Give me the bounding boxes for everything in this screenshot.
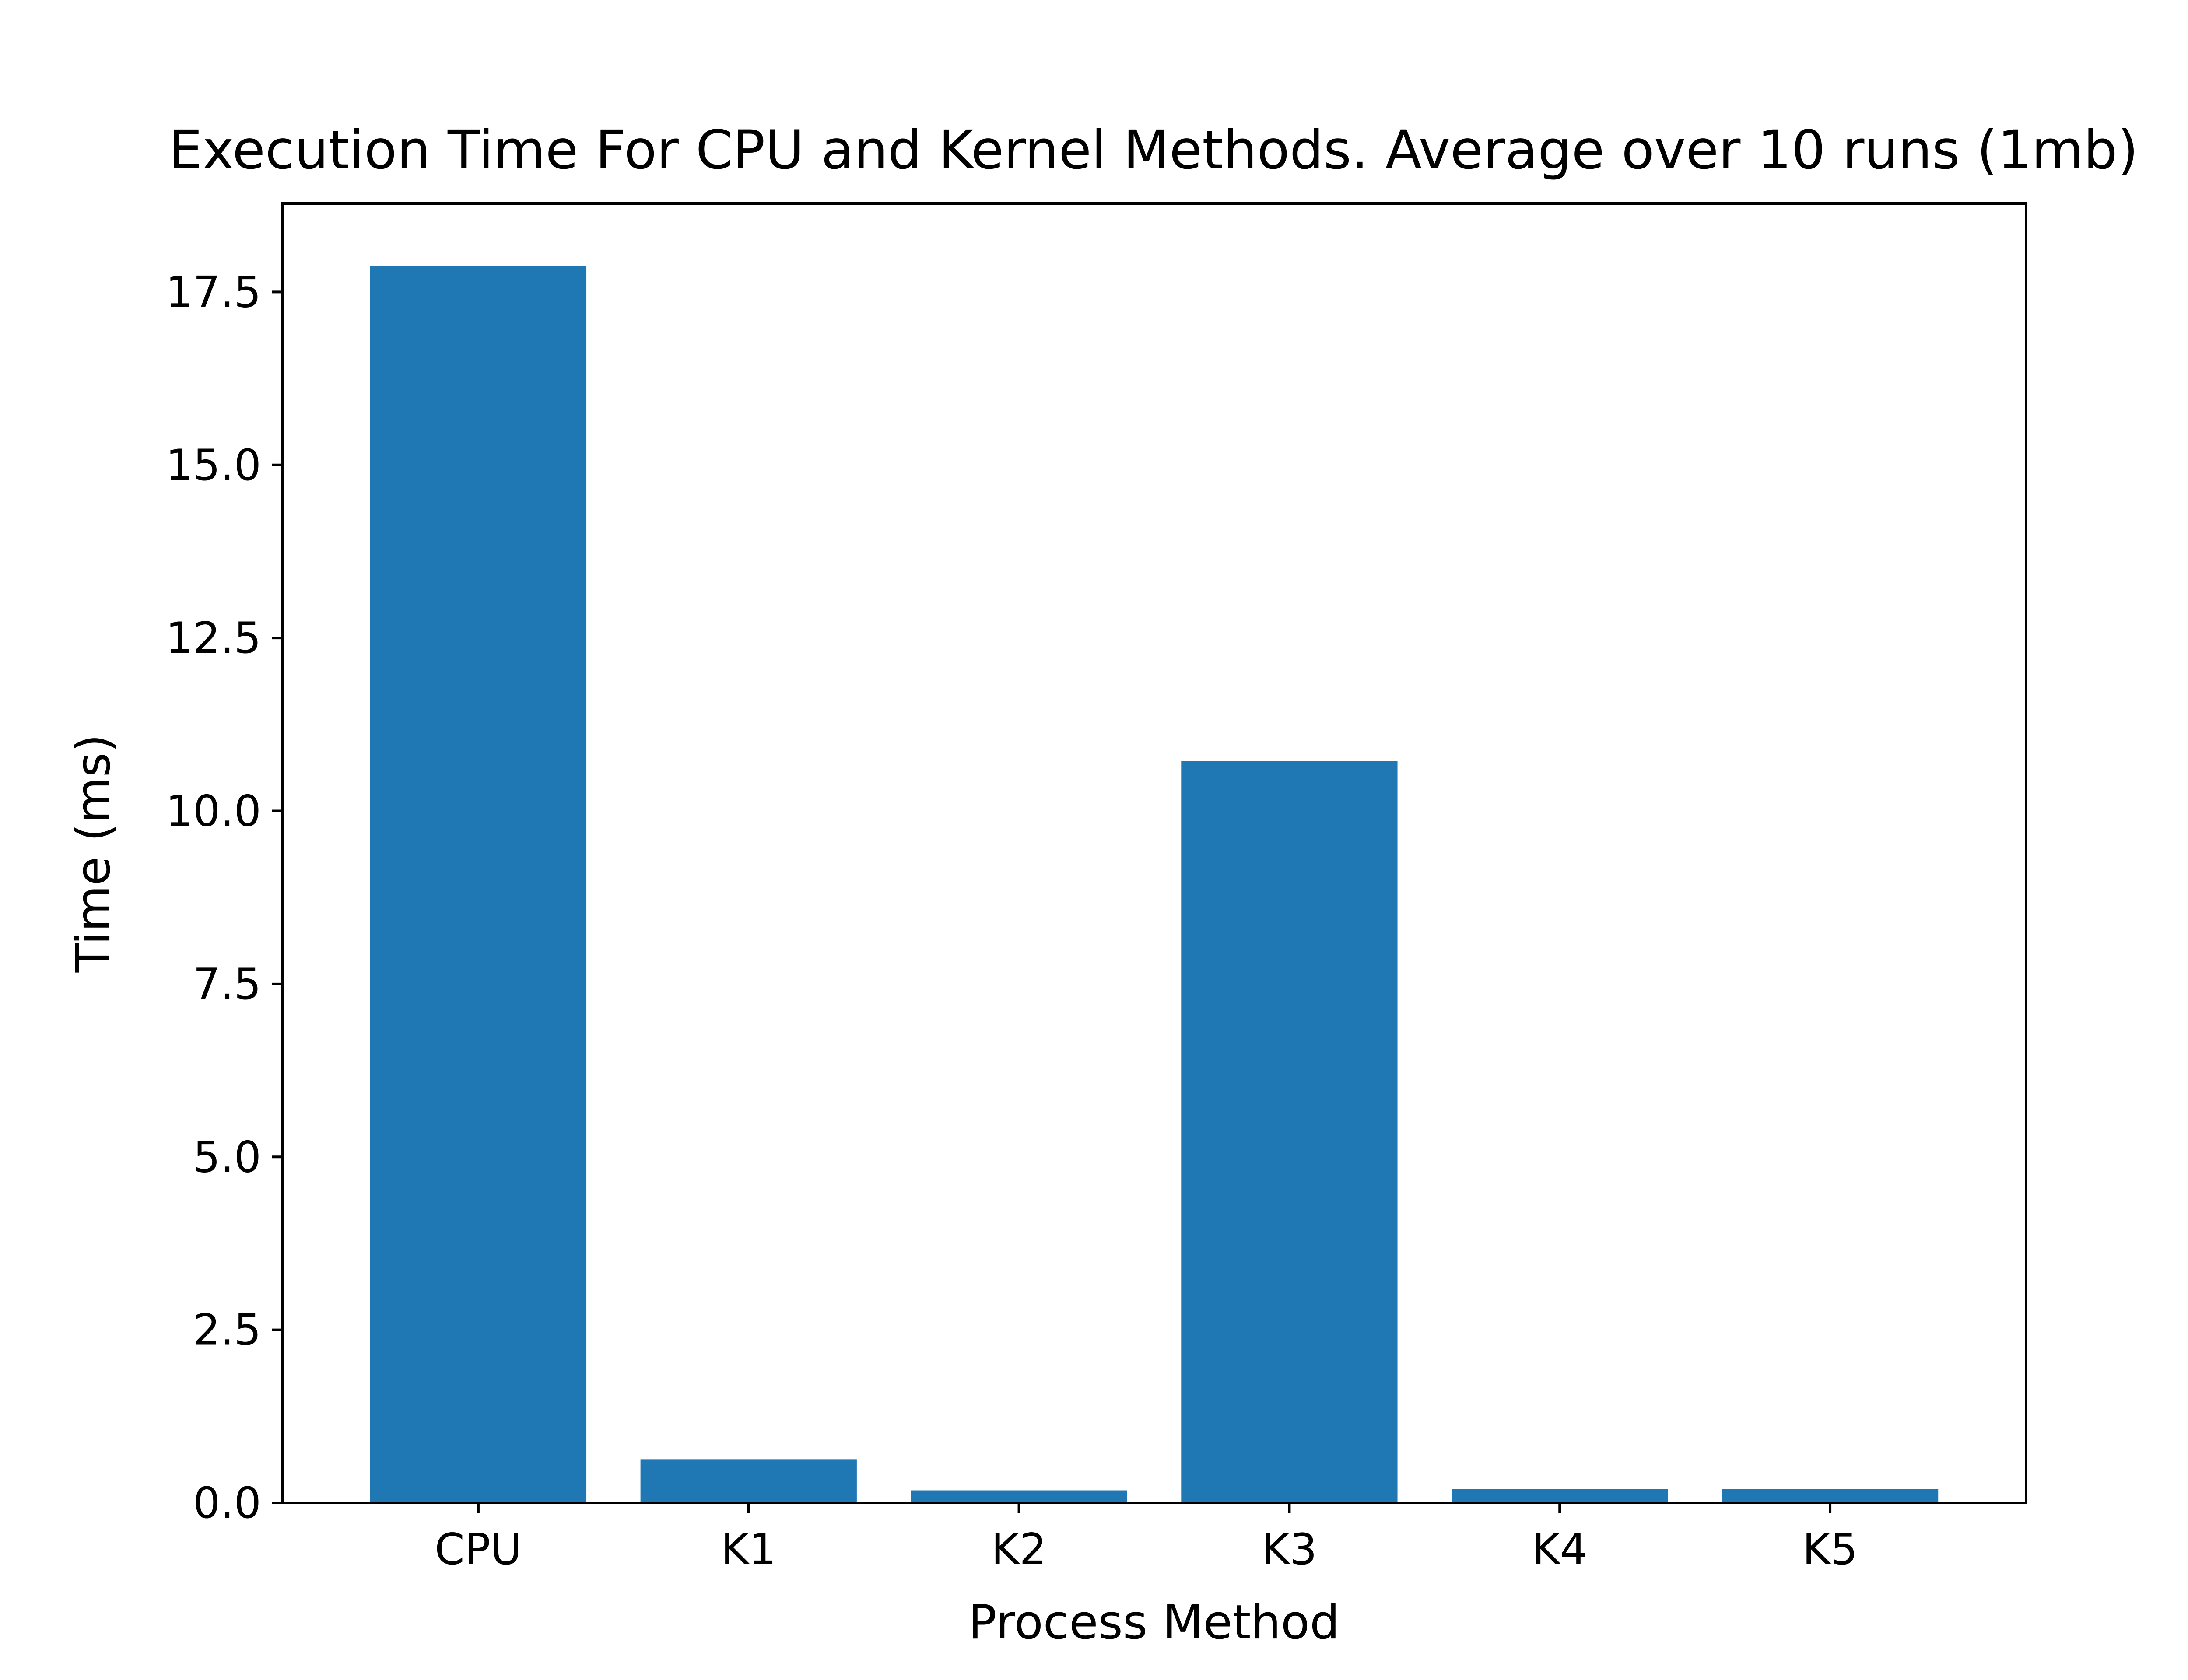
y-tick-label: 12.5 — [166, 613, 261, 663]
x-tick-label-k2: K2 — [991, 1525, 1047, 1575]
x-tick-label-k5: K5 — [1802, 1525, 1858, 1575]
bar-k1 — [640, 1459, 857, 1503]
x-axis-ticks: CPU K1 K2 K3 K4 K5 — [435, 1503, 1858, 1575]
y-tick-label: 5.0 — [193, 1132, 261, 1182]
y-axis-label: Time (ms) — [66, 734, 121, 973]
x-axis-label: Process Method — [968, 1595, 1339, 1650]
y-tick-label: 7.5 — [193, 959, 261, 1009]
x-tick-label-k1: K1 — [721, 1525, 776, 1575]
y-tick-label: 10.0 — [166, 787, 261, 836]
y-tick-label: 17.5 — [166, 267, 261, 317]
x-tick-label-cpu: CPU — [435, 1525, 522, 1575]
bar-cpu — [370, 266, 587, 1503]
y-tick-label: 15.0 — [166, 441, 261, 490]
y-axis-ticks: 0.0 2.5 5.0 7.5 10.0 12.5 15.0 17.5 — [166, 267, 282, 1528]
x-tick-label-k3: K3 — [1262, 1525, 1317, 1575]
x-tick-label-k4: K4 — [1532, 1525, 1588, 1575]
plot-frame — [281, 202, 2027, 1504]
y-tick-label: 2.5 — [193, 1306, 261, 1355]
y-tick-label: 0.0 — [193, 1478, 261, 1528]
bar-k2 — [911, 1490, 1127, 1503]
bar-k5 — [1722, 1489, 1939, 1503]
bars-group — [370, 266, 1939, 1503]
chart-title: Execution Time For CPU and Kernel Method… — [169, 119, 2139, 181]
bar-k4 — [1452, 1489, 1668, 1503]
bar-k3 — [1181, 761, 1398, 1503]
